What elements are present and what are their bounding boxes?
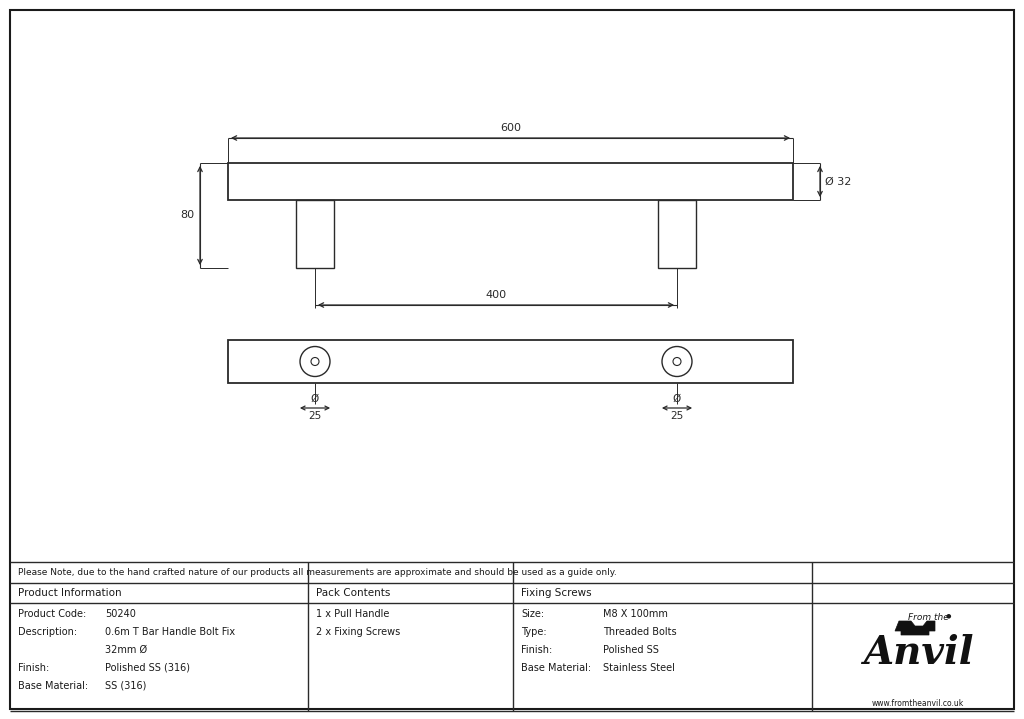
Bar <box>658 200 696 268</box>
Text: 25: 25 <box>308 411 322 421</box>
Text: Fixing Screws: Fixing Screws <box>521 588 592 598</box>
Text: 600: 600 <box>500 123 521 133</box>
Bar <box>296 200 334 268</box>
Text: Polished SS (316): Polished SS (316) <box>105 663 190 673</box>
Text: 400: 400 <box>485 290 507 300</box>
Text: www.fromtheanvil.co.uk: www.fromtheanvil.co.uk <box>871 698 965 707</box>
Text: Base Material:: Base Material: <box>18 681 88 691</box>
Text: Pack Contents: Pack Contents <box>316 588 390 598</box>
Text: Stainless Steel: Stainless Steel <box>603 663 675 673</box>
Text: Please Note, due to the hand crafted nature of our products all measurements are: Please Note, due to the hand crafted nat… <box>18 568 616 577</box>
Text: ●: ● <box>945 613 950 618</box>
Text: 1 x Pull Handle: 1 x Pull Handle <box>316 609 389 619</box>
Text: 0.6m T Bar Handle Bolt Fix: 0.6m T Bar Handle Bolt Fix <box>105 627 236 637</box>
Text: Finish:: Finish: <box>521 645 552 655</box>
Text: Anvil: Anvil <box>863 634 973 672</box>
Text: Type:: Type: <box>521 627 547 637</box>
Bar <box>228 163 793 200</box>
Text: Ø: Ø <box>311 394 319 404</box>
Text: Ø 32: Ø 32 <box>825 176 851 186</box>
Text: Product Information: Product Information <box>18 588 122 598</box>
Text: From the: From the <box>907 613 948 621</box>
Bar <box>228 340 793 383</box>
Text: Size:: Size: <box>521 609 544 619</box>
Text: Base Material:: Base Material: <box>521 663 591 673</box>
Text: SS (316): SS (316) <box>105 681 146 691</box>
Text: Ø: Ø <box>673 394 681 404</box>
Text: 80: 80 <box>180 211 194 221</box>
Text: Polished SS: Polished SS <box>603 645 658 655</box>
Text: 2 x Fixing Screws: 2 x Fixing Screws <box>316 627 400 637</box>
Text: 25: 25 <box>671 411 684 421</box>
Text: Product Code:: Product Code: <box>18 609 86 619</box>
Text: Threaded Bolts: Threaded Bolts <box>603 627 677 637</box>
Text: 32mm Ø: 32mm Ø <box>105 645 147 655</box>
Text: Finish:: Finish: <box>18 663 49 673</box>
Polygon shape <box>895 621 935 635</box>
Text: Description:: Description: <box>18 627 77 637</box>
Text: 50240: 50240 <box>105 609 136 619</box>
Text: M8 X 100mm: M8 X 100mm <box>603 609 668 619</box>
